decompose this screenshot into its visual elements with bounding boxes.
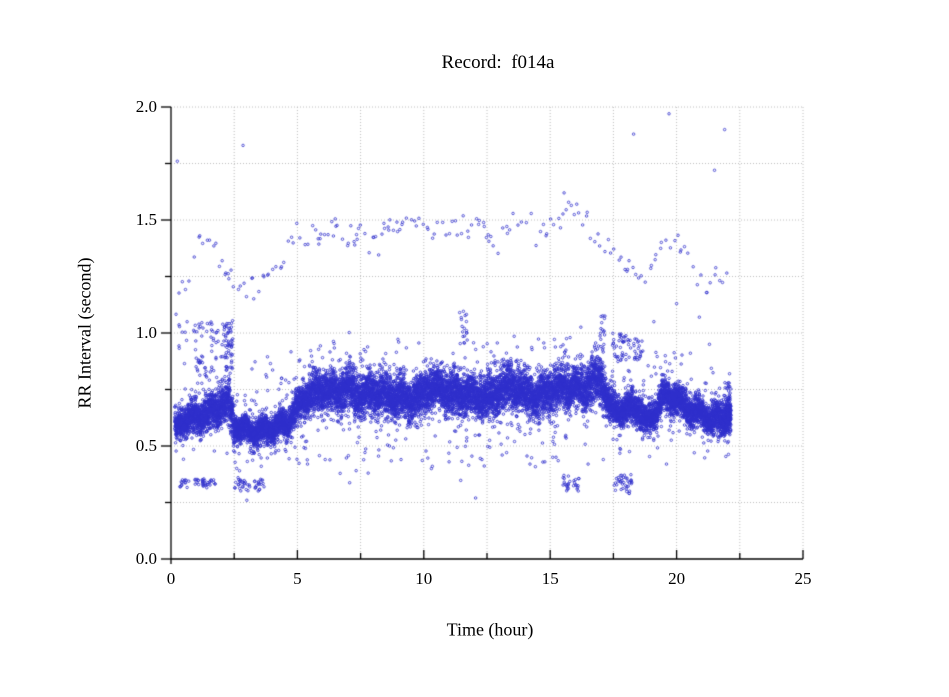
y-axis-label: RR Interval (second) — [74, 257, 95, 409]
x-tick-label: 5 — [293, 569, 302, 588]
y-tick-label: 1.5 — [135, 210, 157, 229]
y-tick-label: 0.0 — [135, 549, 157, 568]
chart-title: Record: f014a — [441, 52, 555, 73]
x-tick-label: 20 — [668, 569, 686, 588]
x-axis-label: Time (hour) — [446, 619, 534, 640]
y-tick-label: 0.5 — [135, 436, 157, 455]
x-tick-label: 15 — [541, 569, 559, 588]
y-tick-label: 1.0 — [135, 323, 157, 342]
y-tick-label: 2.0 — [135, 97, 157, 116]
x-tick-label: 25 — [794, 569, 812, 588]
x-tick-label: 10 — [415, 569, 433, 588]
x-tick-label: 0 — [166, 569, 176, 588]
